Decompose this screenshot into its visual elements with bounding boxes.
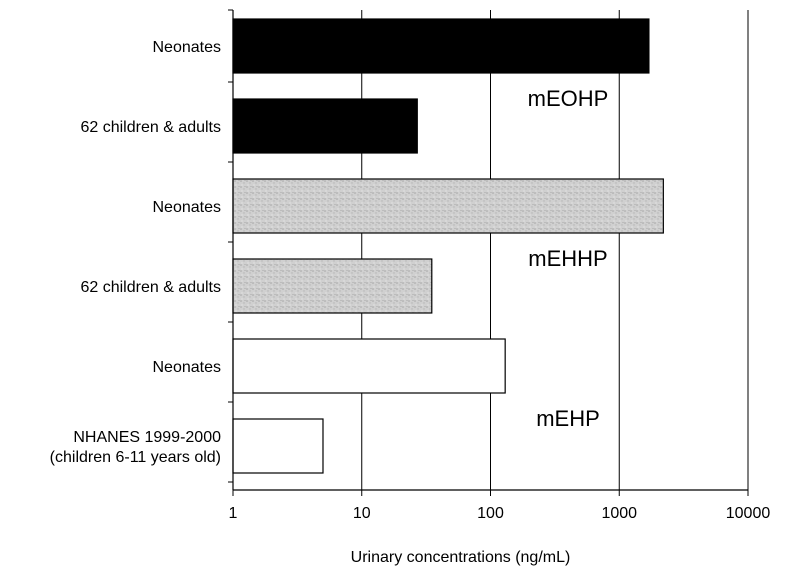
group-label: mEHP [536, 406, 600, 431]
x-tick-label: 1 [229, 505, 238, 522]
x-tick-label: 1000 [601, 505, 637, 522]
category-label: NHANES 1999-2000 [73, 429, 221, 446]
category-label: Neonates [153, 359, 222, 376]
bar [232, 178, 664, 234]
category-label: (children 6-11 years old) [50, 449, 221, 466]
x-tick-label: 10 [353, 505, 371, 522]
category-label: Neonates [153, 199, 222, 216]
bar [232, 418, 324, 474]
x-axis-title: Urinary concentrations (ng/mL) [351, 549, 571, 566]
group-label: mEOHP [528, 86, 609, 111]
category-label: Neonates [153, 39, 222, 56]
bar [232, 98, 418, 154]
bar [232, 258, 433, 314]
x-tick-label: 10000 [726, 505, 771, 522]
bar [232, 338, 506, 394]
bar [232, 18, 650, 74]
group-label: mEHHP [528, 246, 607, 271]
category-label: 62 children & adults [80, 279, 221, 296]
category-label: 62 children & adults [80, 119, 221, 136]
x-tick-label: 100 [477, 505, 504, 522]
